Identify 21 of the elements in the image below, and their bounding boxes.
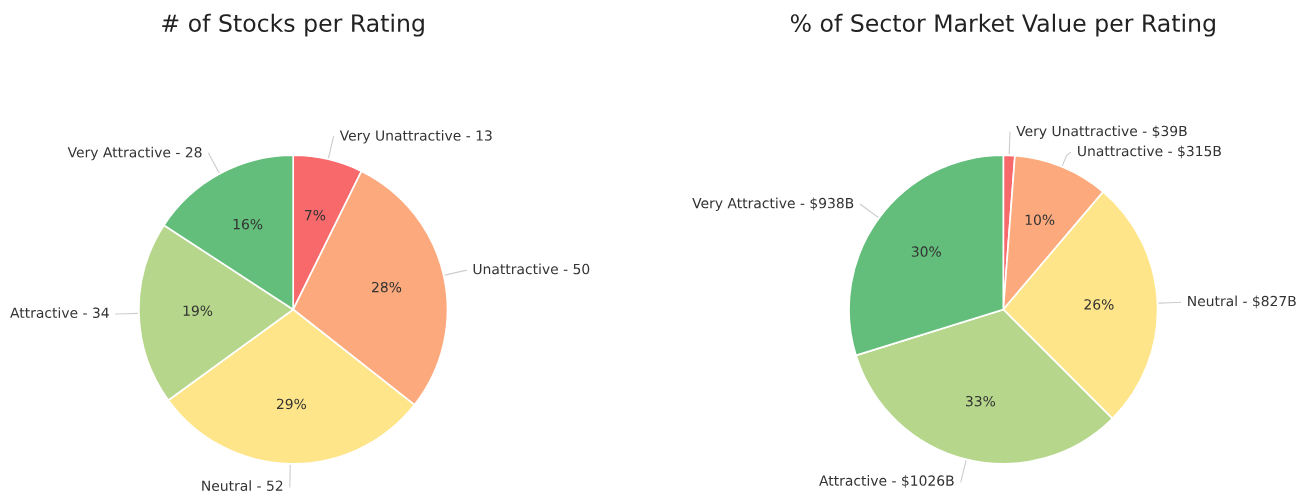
data-label: 19% — [183, 305, 213, 316]
chart-title: # of Stocks per Rating — [162, 13, 424, 37]
slice-label: Attractive - 34 — [10, 307, 109, 318]
slice-label: Attractive - $1026B — [819, 475, 954, 488]
data-label: 10% — [1025, 214, 1055, 226]
slice-label: Unattractive - $315B — [1078, 145, 1221, 159]
slice-label: Very Attractive - 28 — [67, 146, 202, 161]
data-label: 30% — [911, 246, 941, 257]
data-label: 26% — [1084, 299, 1114, 310]
slice-label: Neutral - 52 — [202, 480, 283, 491]
data-label: 28% — [372, 281, 402, 293]
data-label: 16% — [233, 218, 263, 230]
slice-label: Very Attractive - $938B — [692, 197, 854, 212]
data-label: 7% — [305, 209, 326, 221]
slice-label: Neutral - $827B — [1188, 295, 1296, 309]
slice-label: Unattractive - 50 — [473, 263, 590, 275]
chart-title: % of Sector Market Value per Rating — [790, 13, 1215, 37]
slice-label: Very Unattractive - 13 — [339, 129, 492, 144]
data-label: 33% — [966, 395, 996, 407]
data-label: 29% — [276, 398, 307, 410]
slice-label: Very Unattractive - $39B — [1016, 125, 1187, 139]
